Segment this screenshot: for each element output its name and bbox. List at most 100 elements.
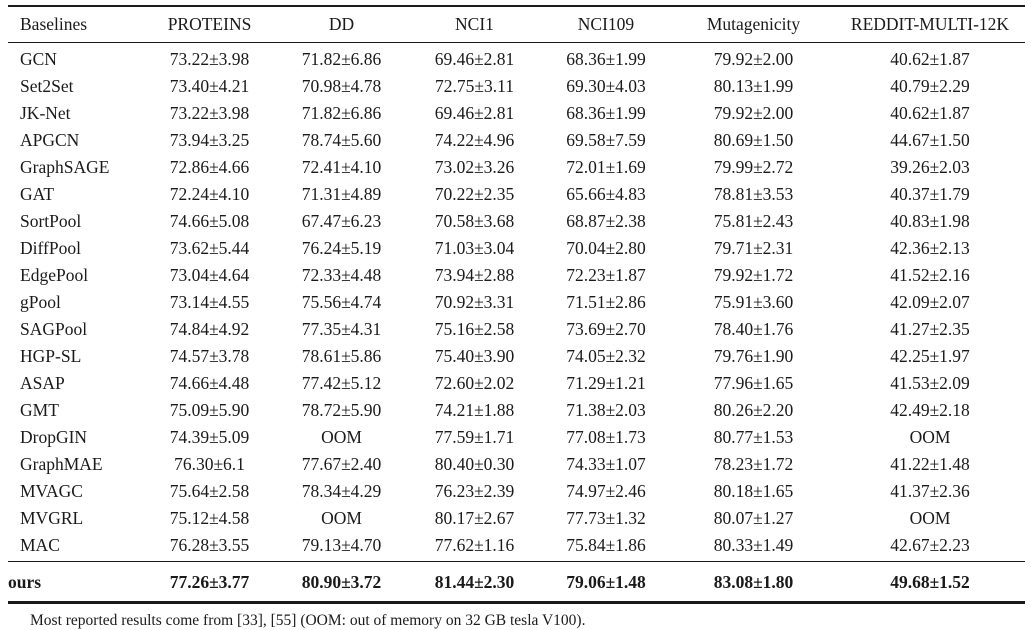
table-cell: 80.07±1.27 (713, 508, 794, 528)
table-cell: 72.24±4.10 (169, 184, 250, 204)
table-cell: 78.74±5.60 (301, 130, 382, 150)
row-label: gPool (20, 292, 61, 312)
table-cell: 40.62±1.87 (890, 49, 970, 69)
table-cell: 79.92±2.00 (713, 103, 794, 123)
ours-cell: 81.44±2.30 (434, 571, 515, 592)
table-cell: 79.76±1.90 (713, 346, 794, 366)
table-cell: 75.56±4.74 (301, 292, 382, 312)
table-cell: 77.96±1.65 (713, 373, 794, 393)
table-row: DiffPool 73.62±5.44 76.24±5.19 71.03±3.04 70… (8, 235, 1025, 262)
table-cell: 44.67±1.50 (890, 130, 970, 150)
table-cell: 40.37±1.79 (890, 184, 970, 204)
table-cell: 74.33±1.07 (566, 454, 646, 474)
table-cell: 74.57±3.78 (169, 346, 250, 366)
table-cell: 42.49±2.18 (890, 400, 970, 420)
table-cell: 41.37±2.36 (890, 481, 970, 501)
column-header-nci109: NCI109 (577, 14, 635, 34)
column-header-baselines: Baselines (20, 14, 88, 34)
table-cell: 77.67±2.40 (301, 454, 382, 474)
table-cell: 79.71±2.31 (713, 238, 794, 258)
row-label: MVGRL (20, 508, 84, 528)
table-cell: 42.67±2.23 (890, 535, 970, 555)
table-cell: 75.81±2.43 (713, 211, 794, 231)
ours-cell: 79.06±1.48 (566, 571, 646, 592)
table-cell: 78.61±5.86 (301, 346, 382, 366)
table-cell: 72.33±4.48 (301, 265, 382, 285)
table-cell: 78.81±3.53 (713, 184, 794, 204)
table-cell: 80.33±1.49 (713, 535, 794, 555)
table-row: SAGPool 74.84±4.92 77.35±4.31 75.16±2.58 73.… (8, 316, 1025, 343)
table-cell: 42.25±1.97 (890, 346, 970, 366)
ours-cell: 77.26±3.77 (169, 571, 250, 592)
table-cell: 80.18±1.65 (713, 481, 794, 501)
ours-row-section: ours 77.26±3.77 80.90±3.72 81.44±2.30 79.06±… (8, 561, 1025, 603)
table-row: MAC 76.28±3.55 79.13±4.70 77.62±1.16 75.84±1… (8, 532, 1025, 562)
table-cell: 69.46±2.81 (434, 49, 515, 69)
table-row: EdgePool 73.04±4.64 72.33±4.48 73.94±2.88 72… (8, 262, 1025, 289)
row-label: DiffPool (20, 238, 81, 258)
table-cell: 74.66±4.48 (169, 373, 250, 393)
table-cell: 73.40±4.21 (169, 76, 250, 96)
table-cell: 71.82±6.86 (301, 49, 382, 69)
table-cell: 80.69±1.50 (713, 130, 794, 150)
table-cell: 79.13±4.70 (301, 535, 382, 555)
table-cell: 77.35±4.31 (301, 319, 382, 339)
table-cell: 72.86±4.66 (169, 157, 250, 177)
row-label: SAGPool (20, 319, 88, 339)
row-label: HGP-SL (20, 346, 82, 366)
table-cell: 73.22±3.98 (169, 103, 250, 123)
column-header-proteins: PROTEINS (167, 14, 252, 34)
table-cell: OOM (909, 508, 951, 528)
row-label: EdgePool (20, 265, 89, 285)
table-row: ASAP 74.66±4.48 77.42±5.12 72.60±2.02 71.29±… (8, 370, 1025, 397)
column-header-dd: DD (328, 14, 355, 34)
baselines-results-table: Baselines PROTEINS DD NCI1 NCI109 Mutagenicit… (8, 5, 1025, 604)
table-cell: 71.51±2.86 (566, 292, 646, 312)
table-cell: 73.04±4.64 (169, 265, 250, 285)
table-cell: 75.91±3.60 (713, 292, 794, 312)
table-cell: 77.08±1.73 (566, 427, 646, 447)
table-cell: 77.73±1.32 (566, 508, 646, 528)
header-row: Baselines PROTEINS DD NCI1 NCI109 Mutagenicit… (8, 6, 1025, 43)
table-cell: 75.40±3.90 (434, 346, 515, 366)
ours-row-label: ours (8, 571, 42, 592)
table-cell: 74.05±2.32 (566, 346, 646, 366)
table-cell: 71.82±6.86 (301, 103, 382, 123)
row-label: MAC (20, 535, 60, 555)
row-label: GAT (20, 184, 55, 204)
table-cell: 78.40±1.76 (713, 319, 794, 339)
table-row: MVGRL 75.12±4.58 OOM 80.17±2.67 77.73±1.32 80… (8, 505, 1025, 532)
row-label: ASAP (20, 373, 65, 393)
table-cell: 74.21±1.88 (434, 400, 515, 420)
table-cell: 79.99±2.72 (713, 157, 794, 177)
table-cell: 69.58±7.59 (566, 130, 646, 150)
row-label: APGCN (20, 130, 80, 150)
table-cell: 70.58±3.68 (434, 211, 515, 231)
table-cell: 71.38±2.03 (566, 400, 646, 420)
table-cell: 76.28±3.55 (169, 535, 250, 555)
table-cell: 80.26±2.20 (713, 400, 794, 420)
table-cell: 73.22±3.98 (169, 49, 250, 69)
table-cell: 73.94±2.88 (434, 265, 515, 285)
table-cell: 70.22±2.35 (434, 184, 515, 204)
table-cell: 75.12±4.58 (169, 508, 250, 528)
table-cell: 72.41±4.10 (301, 157, 382, 177)
table-cell: 40.83±1.98 (890, 211, 970, 231)
row-label: GMT (20, 400, 59, 420)
table-cell: 39.26±2.03 (890, 157, 970, 177)
table-row: GMT 75.09±5.90 78.72±5.90 74.21±1.88 71.38±2… (8, 397, 1025, 424)
table-footnote: Most reported results come from [33], [5… (30, 612, 586, 629)
table-row: SortPool 74.66±5.08 67.47±6.23 70.58±3.68 68… (8, 208, 1025, 235)
table-cell: 69.30±4.03 (566, 76, 646, 96)
table-row: Set2Set 73.40±4.21 70.98±4.78 72.75±3.11 69.… (8, 73, 1025, 100)
column-header-nci1: NCI1 (455, 14, 494, 34)
table-cell: 42.36±2.13 (890, 238, 970, 258)
table-cell: 80.40±0.30 (434, 454, 515, 474)
table-cell: 40.79±2.29 (890, 76, 970, 96)
table-cell: 77.62±1.16 (434, 535, 515, 555)
table-cell: 68.36±1.99 (566, 49, 646, 69)
table-cell: 75.16±2.58 (434, 319, 515, 339)
table-cell: 74.66±5.08 (169, 211, 250, 231)
table-cell: 40.62±1.87 (890, 103, 970, 123)
table-cell: 73.14±4.55 (169, 292, 250, 312)
